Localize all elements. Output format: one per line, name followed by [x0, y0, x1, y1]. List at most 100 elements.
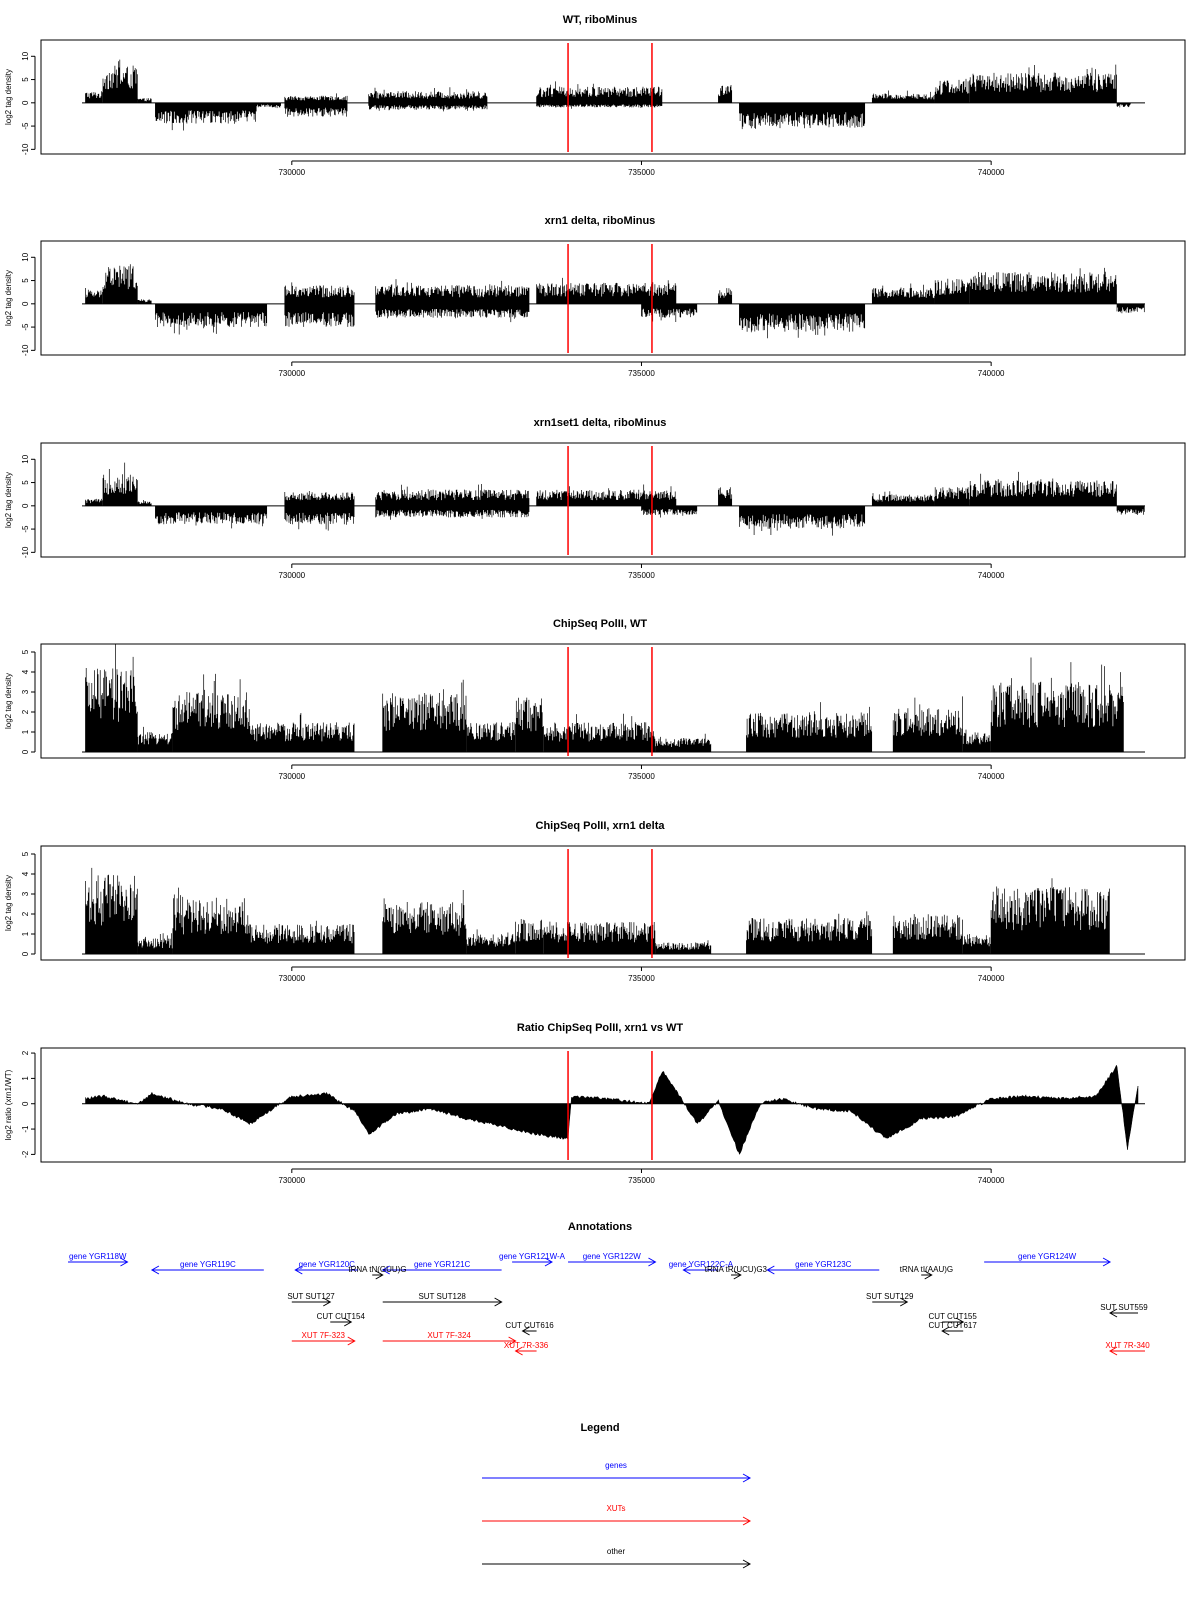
arrow-head-icon: [1102, 1257, 1112, 1267]
y-axis-label: log2 tag density: [4, 875, 13, 931]
arrow-head-icon: [150, 1265, 160, 1275]
annotation-label: gene YGR119C: [180, 1260, 236, 1269]
y-tick-label: 2: [21, 709, 30, 714]
y-tick-label: 5: [21, 851, 30, 856]
bar-series-segment: [249, 713, 355, 752]
bar-series-segment: [284, 491, 355, 506]
bar-series-segment: [375, 505, 530, 520]
panel-title: Ratio ChipSeq PolII, xrn1 vs WT: [517, 1022, 684, 1034]
bar-series-segment: [739, 102, 866, 130]
annotation-feature: tRNA tI(AAU)G: [900, 1265, 953, 1280]
plot-frame: [40, 845, 1186, 961]
legend-label: other: [607, 1547, 626, 1556]
y-tick-label: 5: [21, 480, 30, 485]
annotation-feature: SUT SUT128: [382, 1292, 503, 1307]
bar-series-segment: [515, 919, 544, 954]
x-tick-label: 740000: [978, 1176, 1005, 1185]
bar-series-segment: [641, 505, 698, 518]
annotation-label: CUT CUT155: [929, 1312, 978, 1321]
arrow-head-icon: [941, 1326, 950, 1336]
x-tick-label: 735000: [628, 369, 655, 378]
y-tick-label: 0: [21, 100, 30, 105]
arrow-head-icon: [924, 1270, 933, 1280]
bar-series-segment: [137, 726, 173, 752]
annotation-label: gene YGR120C: [299, 1260, 356, 1269]
arrow-head-icon: [899, 1297, 909, 1307]
legend-entry: other: [482, 1547, 752, 1569]
annotation-feature: gene YGR118W: [68, 1252, 129, 1267]
bar-series-segment: [102, 264, 138, 304]
bar-series-segment: [375, 303, 530, 323]
annotation-label: XUT 7F-323: [302, 1331, 346, 1340]
y-tick-label: 0: [21, 749, 30, 754]
y-tick-label: 4: [21, 871, 30, 876]
arrow-head-icon: [1109, 1346, 1118, 1356]
annotation-label: CUT CUT617: [929, 1321, 978, 1330]
bar-series-segment: [962, 934, 991, 954]
panel-title: ChipSeq PolII, xrn1 delta: [536, 820, 666, 832]
arrow-head-icon: [343, 1317, 353, 1327]
bar-series-segment: [871, 491, 935, 506]
panel-title: xrn1 delta, riboMinus: [545, 215, 656, 227]
arrow-head-icon: [544, 1257, 553, 1267]
bar-series-segment: [102, 462, 138, 506]
bar-series-segment: [543, 917, 656, 954]
annotation-label: tRNA tI(AAU)G: [900, 1265, 953, 1274]
annotation-feature: gene YGR123C: [766, 1260, 880, 1275]
bar-series-segment: [871, 90, 935, 103]
bar-series-segment: [543, 713, 656, 752]
annotation-label: gene YGR118W: [69, 1252, 127, 1261]
y-tick-label: 0: [21, 1101, 30, 1106]
bar-series-segment: [718, 85, 733, 103]
bar-series-segment: [536, 81, 663, 103]
y-tick-label: 2: [21, 1050, 30, 1055]
plot-frame: [40, 1047, 1186, 1163]
x-tick-label: 735000: [628, 571, 655, 580]
annotation-feature: XUT 7F-323: [291, 1331, 356, 1346]
bar-series-segment: [155, 505, 268, 529]
bar-series-segment: [962, 729, 991, 752]
bar-series-segment: [739, 303, 866, 339]
arrow-head-icon: [294, 1265, 303, 1275]
arrow-head-icon: [682, 1265, 691, 1275]
y-tick-label: 5: [21, 649, 30, 654]
bar-series-segment: [739, 505, 866, 536]
x-tick-label: 735000: [628, 974, 655, 983]
chart-panel-3: xrn1set1 delta, riboMinus log2 tag densit…: [4, 417, 1186, 580]
arrow-head-icon: [323, 1297, 332, 1307]
bar-series-segment: [137, 299, 152, 304]
x-tick-label: 740000: [978, 772, 1005, 781]
bar-series-segment: [85, 288, 103, 304]
annotation-label: XUT 7R-336: [504, 1341, 549, 1350]
arrow-head-icon: [742, 1559, 752, 1569]
arrow-head-icon: [955, 1317, 965, 1327]
y-tick-label: -10: [21, 143, 30, 155]
bar-series-segment: [137, 98, 152, 103]
bar-series-segment: [137, 933, 173, 954]
bar-series-segment: [85, 91, 103, 103]
arrow-head-icon: [508, 1336, 517, 1346]
panel-title: ChipSeq PolII, WT: [553, 618, 647, 630]
x-tick-label: 735000: [628, 772, 655, 781]
y-tick-label: 10: [21, 51, 30, 60]
bar-series-segment: [368, 87, 488, 103]
y-tick-label: 1: [21, 1076, 30, 1081]
y-tick-label: -5: [21, 323, 30, 331]
y-tick-label: 0: [21, 503, 30, 508]
y-tick-label: 1: [21, 729, 30, 734]
y-tick-label: -5: [21, 525, 30, 533]
bar-series-segment: [284, 102, 348, 117]
annotation-label: tRNA tR(UCU)G3: [705, 1265, 768, 1274]
bar-series-segment: [990, 657, 1124, 752]
bar-series-segment: [382, 679, 467, 752]
y-axis-label: log2 tag density: [4, 69, 13, 125]
annotation-label: SUT SUT559: [1100, 1303, 1148, 1312]
legend-label: genes: [605, 1461, 627, 1470]
annotation-feature: CUT CUT617: [929, 1321, 978, 1336]
arrow-head-icon: [521, 1326, 530, 1336]
bar-series-segment: [718, 288, 733, 304]
y-tick-label: -1: [21, 1125, 30, 1133]
x-tick-label: 730000: [278, 571, 305, 580]
annotation-feature: CUT CUT154: [317, 1312, 365, 1327]
